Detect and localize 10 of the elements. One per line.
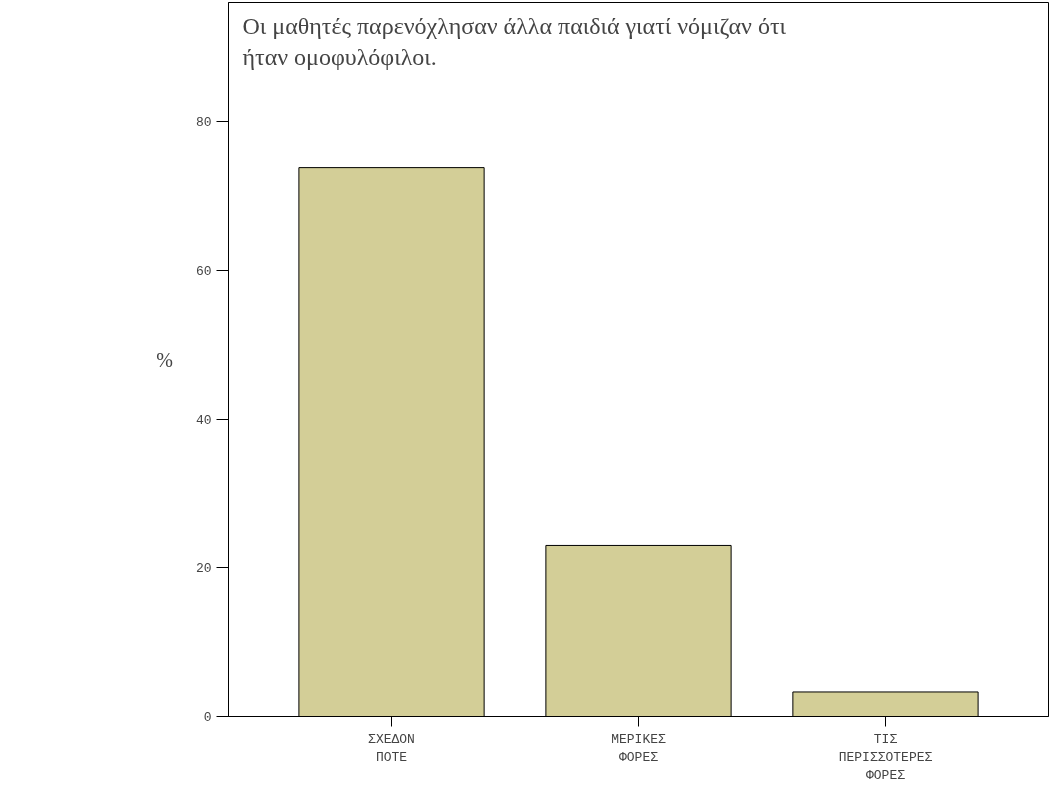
y-axis-title: % (156, 348, 173, 371)
y-tick-label: 20 (195, 561, 212, 577)
x-tick-label: ΤΙΣ ΠΕΡΙΣΣΟΤΕΡΕΣ ΦΟΡΕΣ (838, 731, 933, 783)
x-tick-label: ΜΕΡΙΚΕΣ ΦΟΡΕΣ (611, 731, 666, 765)
x-tick-label: ΣΧΕΔΟΝ ΠΟΤΕ (368, 731, 415, 765)
y-tick-label: 60 (195, 263, 212, 279)
y-tick-label: 0 (203, 710, 212, 725)
text: Οι μαθητές παρενόχλησαν άλλα παιδιά γιατί νόμιζαν ότι ήταν ομοφυλόφιλοι. (242, 12, 787, 70)
y-tick-label: 80 (195, 115, 212, 130)
y-tick-label: 40 (195, 412, 212, 428)
